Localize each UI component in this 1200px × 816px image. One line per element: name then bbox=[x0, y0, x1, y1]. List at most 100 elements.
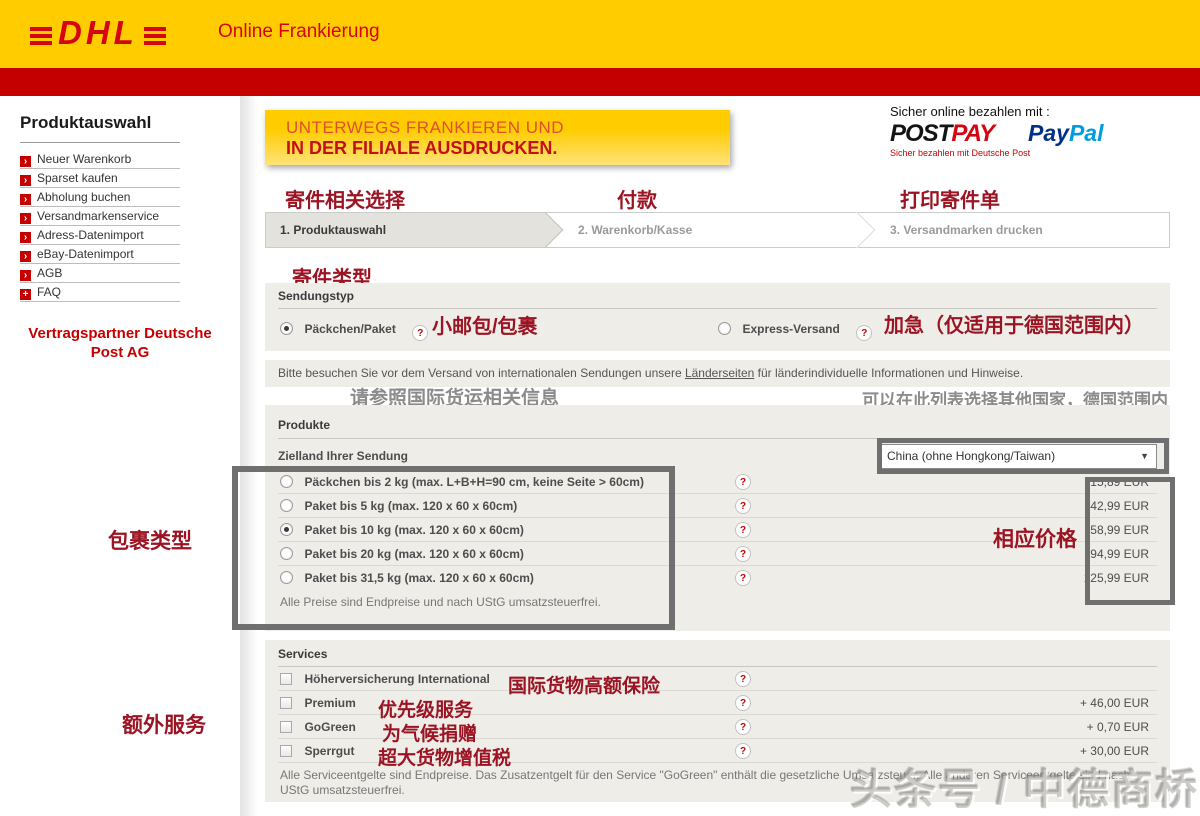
sidebar-item-agb[interactable]: › AGB bbox=[20, 264, 180, 283]
dhl-logo[interactable]: DHL bbox=[30, 16, 166, 49]
help-icon[interactable]: ? bbox=[735, 570, 751, 586]
red-divider-bar bbox=[0, 68, 1200, 96]
radio-paket-5kg[interactable] bbox=[280, 499, 293, 512]
help-icon[interactable]: ? bbox=[735, 474, 751, 490]
sidebar-item-abholung-buchen[interactable]: › Abholung buchen bbox=[20, 188, 180, 207]
sidebar-item-label: AGB bbox=[37, 266, 63, 280]
services-heading: Services bbox=[278, 647, 328, 661]
product-price: 15,89 EUR bbox=[1090, 475, 1149, 489]
help-icon[interactable]: ? bbox=[412, 325, 429, 341]
services-footnote: Alle Serviceentgelte sind Endpreise. Das… bbox=[280, 768, 1131, 797]
step-label: 2. Warenkorb/Kasse bbox=[578, 223, 693, 237]
radio-paket-10kg[interactable] bbox=[280, 523, 293, 536]
arrow-icon: › bbox=[20, 232, 31, 243]
step-produktauswahl[interactable]: 1. Produktauswahl bbox=[266, 213, 546, 247]
help-icon[interactable]: ? bbox=[735, 522, 751, 538]
service-row[interactable]: GoGreen ? + 0,70 EUR bbox=[278, 715, 1157, 739]
sidebar-divider bbox=[240, 96, 258, 816]
produkte-heading: Produkte bbox=[278, 418, 331, 432]
product-label: Paket bis 10 kg (max. 120 x 60 x 60cm) bbox=[304, 523, 524, 537]
help-icon[interactable]: ? bbox=[735, 719, 751, 735]
arrow-icon: › bbox=[20, 194, 31, 205]
country-select[interactable]: China (ohne Hongkong/Taiwan) ▼ bbox=[879, 444, 1157, 469]
help-icon[interactable]: ? bbox=[735, 743, 751, 759]
top-header: DHL Online Frankierung bbox=[0, 0, 1200, 68]
checkbox-gogreen[interactable] bbox=[280, 721, 292, 733]
service-label: Premium bbox=[304, 696, 356, 710]
product-row[interactable]: Paket bis 10 kg (max. 120 x 60 x 60cm) ?… bbox=[278, 518, 1157, 542]
annotation-sperrgut: 超大货物增值税 bbox=[378, 748, 512, 769]
checkbox-hoeherversicherung[interactable] bbox=[280, 673, 292, 685]
help-icon[interactable]: ? bbox=[735, 546, 751, 562]
radio-paeckchen-2kg[interactable] bbox=[280, 475, 293, 488]
product-row[interactable]: Päckchen bis 2 kg (max. L+B+H=90 cm, kei… bbox=[278, 470, 1157, 494]
product-label: Paket bis 31,5 kg (max. 120 x 60 x 60cm) bbox=[304, 571, 534, 585]
produkte-footnote: Alle Preise sind Endpreise und nach UStG… bbox=[280, 595, 601, 609]
step-warenkorb-kasse[interactable]: 2. Warenkorb/Kasse bbox=[546, 213, 858, 247]
option-paeckchen-paket[interactable]: Päckchen/Paket ? bbox=[280, 316, 429, 342]
sidebar-item-label: Neuer Warenkorb bbox=[37, 152, 132, 166]
sidebar-item-label: Sparset kaufen bbox=[37, 171, 118, 185]
help-icon[interactable]: ? bbox=[735, 498, 751, 514]
partner-note-line2: Post AG bbox=[90, 344, 150, 361]
help-icon[interactable]: ? bbox=[856, 325, 873, 341]
help-icon[interactable]: ? bbox=[735, 695, 751, 711]
service-price: + 46,00 EUR bbox=[1079, 696, 1149, 710]
logo-stripe-right bbox=[143, 34, 166, 38]
radio-express-versand[interactable] bbox=[718, 322, 731, 335]
product-label: Päckchen bis 2 kg (max. L+B+H=90 cm, kei… bbox=[304, 475, 644, 489]
product-row[interactable]: Paket bis 31,5 kg (max. 120 x 60 x 60cm)… bbox=[278, 566, 1157, 590]
progress-steps: 1. Produktauswahl 2. Warenkorb/Kasse 3. … bbox=[265, 212, 1170, 248]
radio-paeckchen-paket[interactable] bbox=[280, 322, 293, 335]
product-row[interactable]: Paket bis 20 kg (max. 120 x 60 x 60cm) ?… bbox=[278, 542, 1157, 566]
sidebar-item-label: Abholung buchen bbox=[37, 190, 131, 204]
sidebar-item-ebay-datenimport[interactable]: › eBay-Datenimport bbox=[20, 245, 180, 264]
sidebar-item-faq[interactable]: + FAQ bbox=[20, 283, 180, 302]
laenderseiten-link[interactable]: Länderseiten bbox=[684, 366, 755, 380]
radio-paket-20kg[interactable] bbox=[280, 547, 293, 560]
sidebar-menu: › Neuer Warenkorb › Sparset kaufen › Abholu… bbox=[20, 150, 180, 302]
step-label: 3. Versandmarken drucken bbox=[890, 223, 1043, 237]
annotation-premium: 优先级服务 bbox=[378, 700, 474, 721]
sidebar-item-adress-datenimport[interactable]: › Adress-Datenimport bbox=[20, 226, 180, 245]
service-row[interactable]: Sperrgut ? + 30,00 EUR bbox=[278, 739, 1157, 763]
divider bbox=[278, 308, 1157, 309]
service-price: + 30,00 EUR bbox=[1079, 744, 1149, 758]
sendungstyp-section: Sendungstyp Päckchen/Paket ? Express-Ver… bbox=[265, 283, 1170, 351]
sidebar-item-label: Versandmarkenservice bbox=[37, 209, 160, 223]
postpay-logo: POSTPAY bbox=[890, 120, 995, 148]
annotation-laender-info: 请参照国际货运相关信息 bbox=[350, 388, 560, 409]
sidebar-item-versandmarkenservice[interactable]: › Versandmarkenservice bbox=[20, 207, 180, 226]
option-express-versand[interactable]: Express-Versand ? bbox=[718, 316, 873, 342]
radio-paket-31-5kg[interactable] bbox=[280, 571, 293, 584]
sidebar-item-label: FAQ bbox=[37, 285, 62, 299]
divider bbox=[278, 666, 1157, 667]
product-row[interactable]: Paket bis 5 kg (max. 120 x 60 x 60cm) ? … bbox=[278, 494, 1157, 518]
service-row[interactable]: Höherversicherung International ? bbox=[278, 667, 1157, 691]
checkbox-premium[interactable] bbox=[280, 697, 292, 709]
service-price: + 0,70 EUR bbox=[1086, 720, 1149, 734]
partner-note: Vertragspartner Deutsche Post AG bbox=[0, 324, 240, 362]
service-label: GoGreen bbox=[304, 720, 356, 734]
checkbox-sperrgut[interactable] bbox=[280, 745, 292, 757]
service-row[interactable]: Premium ? + 46,00 EUR bbox=[278, 691, 1157, 715]
product-label: Paket bis 5 kg (max. 120 x 60 x 60cm) bbox=[304, 499, 518, 513]
country-select-value: China (ohne Hongkong/Taiwan) bbox=[887, 449, 1056, 463]
annotation-express: 加急（仅适用于德国范围内） bbox=[884, 315, 1144, 337]
step-versandmarken-drucken[interactable]: 3. Versandmarken drucken bbox=[858, 213, 1168, 247]
postpay-logo-pay: PAY bbox=[951, 120, 995, 147]
product-price: 58,99 EUR bbox=[1090, 523, 1149, 537]
arrow-icon: › bbox=[20, 270, 31, 281]
sidebar-item-sparset-kaufen[interactable]: › Sparset kaufen bbox=[20, 169, 180, 188]
service-label: Sperrgut bbox=[304, 744, 355, 758]
help-icon[interactable]: ? bbox=[735, 671, 751, 687]
postpay-subtext: Sicher bezahlen mit Deutsche Post bbox=[890, 148, 1031, 158]
sidebar-item-neuer-warenkorb[interactable]: › Neuer Warenkorb bbox=[20, 150, 180, 169]
option-label: Päckchen/Paket bbox=[304, 322, 396, 336]
dhl-logo-text: DHL bbox=[58, 14, 138, 51]
annotation-package-type: 包裹类型 bbox=[108, 530, 192, 553]
paypal-logo: PayPal bbox=[1028, 120, 1103, 147]
chevron-down-icon: ▼ bbox=[1140, 451, 1149, 461]
logo-stripe-left bbox=[30, 34, 52, 38]
arrow-icon: › bbox=[20, 175, 31, 186]
